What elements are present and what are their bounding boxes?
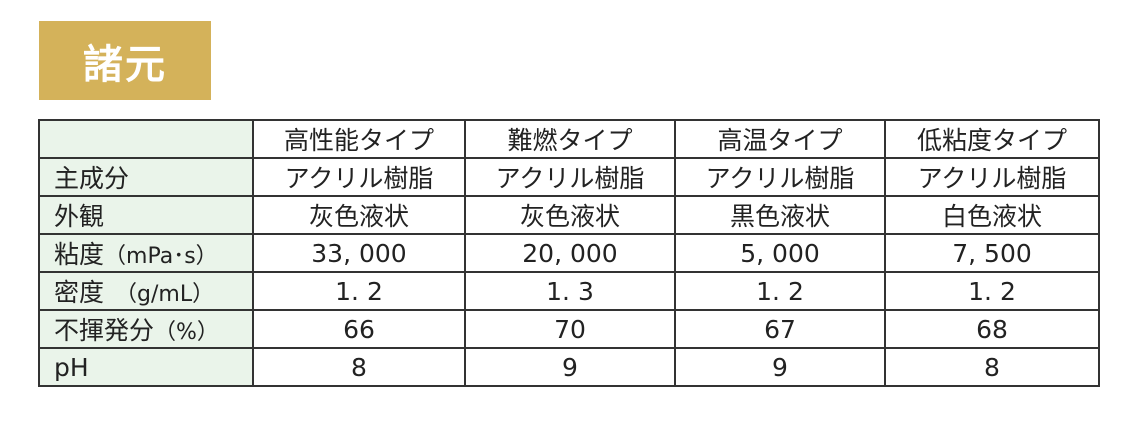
table-cell: 1. 2	[884, 271, 1100, 311]
header-cell: 難燃タイプ	[464, 119, 676, 159]
header-cell: 高温タイプ	[674, 119, 886, 159]
spec-table: 高性能タイプ 難燃タイプ 高温タイプ 低粘度タイプ 主成分 アクリル樹脂 アクリル樹…	[38, 119, 1100, 387]
row-unit: （mPa･s）	[104, 244, 218, 269]
table-row: 主成分 アクリル樹脂 アクリル樹脂 アクリル樹脂 アクリル樹脂	[38, 157, 1100, 197]
header-cell: 低粘度タイプ	[884, 119, 1100, 159]
table-cell: 8	[252, 347, 466, 387]
table-cell: 灰色液状	[464, 195, 676, 235]
table-row: 粘度（mPa･s） 33, 000 20, 000 5, 000 7, 500	[38, 233, 1100, 273]
row-label-text: 外観	[54, 202, 105, 231]
row-label-text: 不揮発分	[54, 316, 155, 345]
table-cell: アクリル樹脂	[464, 157, 676, 197]
table-cell: 9	[464, 347, 676, 387]
table-cell: 20, 000	[464, 233, 676, 273]
row-label: 主成分	[38, 157, 254, 197]
header-corner	[38, 119, 254, 159]
table-header-row: 高性能タイプ 難燃タイプ 高温タイプ 低粘度タイプ	[38, 119, 1100, 159]
table-cell: アクリル樹脂	[884, 157, 1100, 197]
table-cell: 1. 2	[674, 271, 886, 311]
table-cell: 8	[884, 347, 1100, 387]
table-cell: 66	[252, 309, 466, 349]
row-label: 粘度（mPa･s）	[38, 233, 254, 273]
row-label: pH	[38, 347, 254, 387]
row-label: 不揮発分（%）	[38, 309, 254, 349]
row-label: 密度 （g/mL）	[38, 271, 254, 311]
header-cell: 高性能タイプ	[252, 119, 466, 159]
table-cell: 67	[674, 309, 886, 349]
table-cell: アクリル樹脂	[674, 157, 886, 197]
table-row: pH 8 9 9 8	[38, 347, 1100, 387]
table-row: 外観 灰色液状 灰色液状 黒色液状 白色液状	[38, 195, 1100, 235]
row-label: 外観	[38, 195, 254, 235]
table-cell: 7, 500	[884, 233, 1100, 273]
row-unit: （g/mL）	[104, 282, 215, 307]
table-row: 不揮発分（%） 66 70 67 68	[38, 309, 1100, 349]
table-cell: 5, 000	[674, 233, 886, 273]
row-label-text: 粘度	[54, 240, 105, 269]
section-title: 諸元	[39, 21, 211, 100]
row-label-text: pH	[54, 352, 89, 382]
table-cell: 33, 000	[252, 233, 466, 273]
table-cell: 1. 3	[464, 271, 676, 311]
table-cell: 68	[884, 309, 1100, 349]
table-cell: 白色液状	[884, 195, 1100, 235]
table-cell: 1. 2	[252, 271, 466, 311]
table-cell: 黒色液状	[674, 195, 886, 235]
table-row: 密度 （g/mL） 1. 2 1. 3 1. 2 1. 2	[38, 271, 1100, 311]
row-label-text: 密度	[54, 278, 105, 307]
table-cell: アクリル樹脂	[252, 157, 466, 197]
table-cell: 灰色液状	[252, 195, 466, 235]
table-cell: 9	[674, 347, 886, 387]
row-label-text: 主成分	[54, 164, 130, 193]
table-cell: 70	[464, 309, 676, 349]
row-unit: （%）	[154, 320, 219, 345]
